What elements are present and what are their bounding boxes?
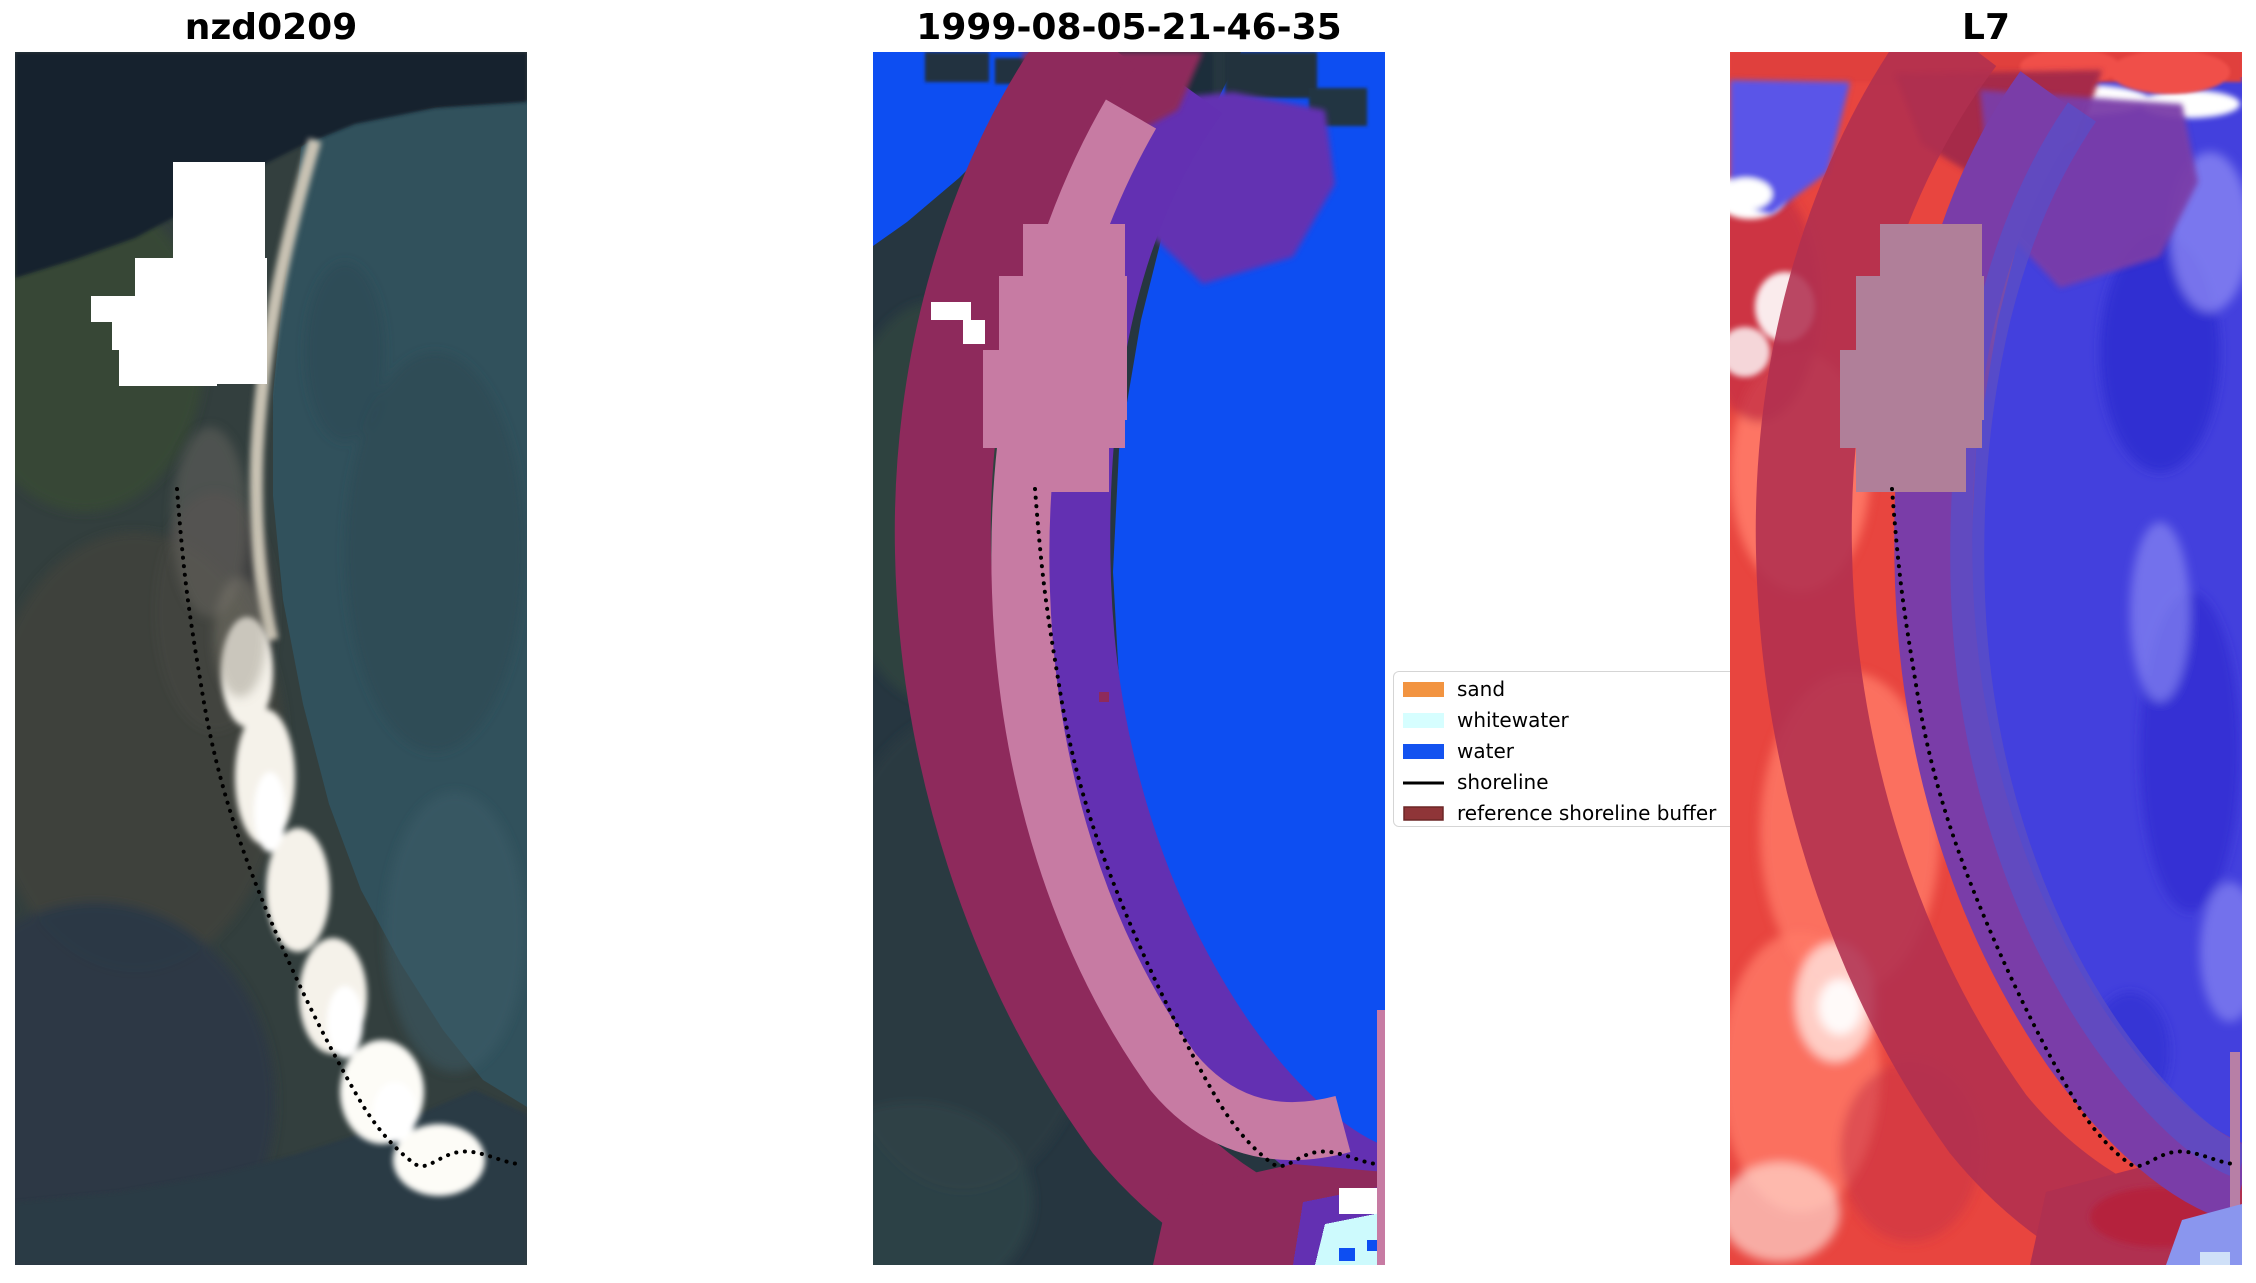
bottom-right-light-corner [2166, 1204, 2242, 1265]
grey-dune-streak [172, 427, 266, 697]
shoreline-dotted-line [1890, 487, 2235, 1168]
mauve-edge-sliver [2230, 1052, 2240, 1260]
whitewater-patch [1315, 1212, 1385, 1265]
bottom-right-classes [1293, 1010, 1385, 1265]
class-speckles [1079, 692, 1115, 828]
shoreline-dotted-line [1033, 487, 1378, 1168]
panel-title-satellite: nzd0209 [184, 7, 358, 48]
index-mauve-cloud-patch [1840, 224, 1984, 492]
legend-label-reference-buffer: reference shoreline buffer [1457, 801, 1717, 825]
classified-image [873, 52, 1385, 1265]
legend-swatch-reference-buffer [1403, 806, 1444, 821]
legend-swatch-sand [1403, 682, 1444, 697]
panel-index: L7 [1730, 7, 2242, 1265]
legend-label-sand: sand [1457, 677, 1506, 701]
panel-satellite: nzd0209 [15, 7, 527, 1265]
legend-item-sand: sand [1403, 674, 1764, 705]
satellite-image [15, 52, 527, 1265]
legend-swatch-water [1403, 744, 1444, 759]
legend-item-whitewater: whitewater [1403, 705, 1764, 736]
legend-label-water: water [1457, 739, 1514, 763]
beach-upper-strip [249, 138, 322, 642]
sand-class-cloud-patch [983, 224, 1127, 492]
legend-swatch-whitewater [1403, 713, 1444, 728]
top-left-blue-patch [1730, 80, 1850, 214]
top-red-band [1730, 52, 2242, 94]
legend-label-whitewater: whitewater [1457, 708, 1569, 732]
legend: sand whitewater water shoreline referenc… [1393, 671, 1765, 827]
panel-title-classification: 1999-08-05-21-46-35 [916, 7, 1342, 48]
index-purple-inner-band [1950, 102, 2242, 1179]
panel-title-index: L7 [1962, 7, 2010, 48]
water-texture [305, 262, 525, 1072]
beach-sand [221, 617, 485, 1196]
cloud-mask [91, 162, 267, 386]
legend-item-shoreline: shoreline [1403, 767, 1764, 798]
shoreline-dotted-line [175, 487, 520, 1168]
index-image [1730, 52, 2242, 1265]
dark-headland [15, 52, 527, 278]
panel-classification: 1999-08-05-21-46-35 [873, 7, 1385, 1265]
legend-item-reference-buffer: reference shoreline buffer [1403, 798, 1764, 829]
legend-item-water: water [1403, 736, 1764, 767]
legend-label-shoreline: shoreline [1457, 770, 1549, 794]
water-class-region [1113, 52, 1385, 1164]
legend-swatch-shoreline [1403, 781, 1444, 785]
cloud-remnants [931, 302, 985, 344]
